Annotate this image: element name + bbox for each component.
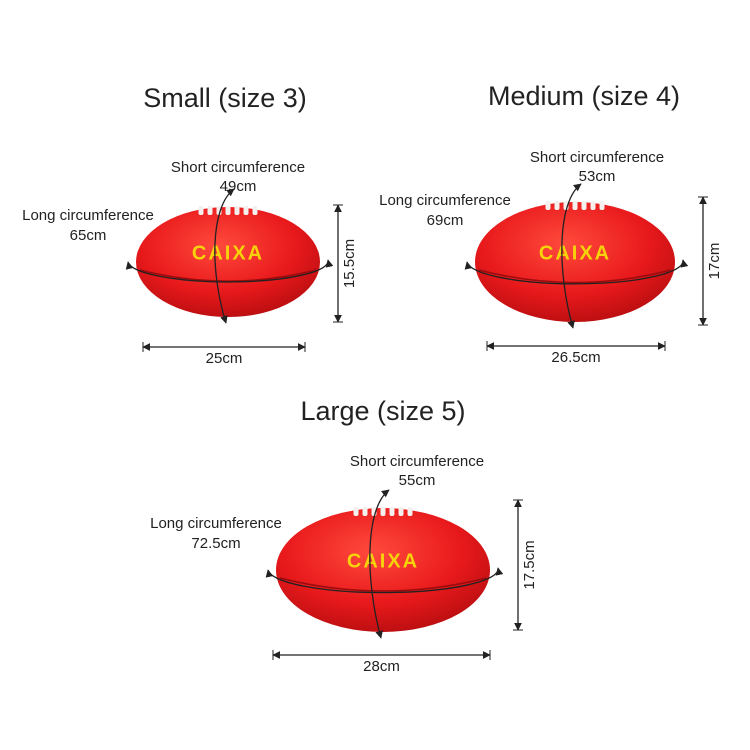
lace: [581, 201, 587, 210]
lace: [198, 206, 204, 215]
short-value: 55cm: [399, 472, 436, 489]
short-label: Short circumference: [171, 159, 305, 176]
lace: [243, 206, 249, 215]
lace: [545, 201, 551, 210]
width-label: 28cm: [363, 658, 400, 675]
lace: [572, 201, 578, 210]
lace: [252, 206, 258, 215]
short-arrow: [561, 183, 582, 329]
brand-logo: CAIXA: [539, 242, 611, 264]
short-arrow: [214, 188, 235, 324]
long-value: 72.5cm: [191, 535, 240, 552]
lace: [225, 206, 231, 215]
long-label: Long circumference: [22, 207, 154, 224]
height-label: 15.5cm: [341, 239, 358, 288]
lace: [407, 507, 413, 516]
long-value: 65cm: [70, 227, 107, 244]
long-label: Long circumference: [379, 192, 511, 209]
short-label: Short circumference: [530, 149, 664, 166]
brand-logo: CAIXA: [347, 550, 419, 572]
width-label: 26.5cm: [551, 349, 600, 366]
lace: [389, 507, 395, 516]
lace: [554, 201, 560, 210]
lace: [380, 507, 386, 516]
lace: [353, 507, 359, 516]
long-label: Long circumference: [150, 515, 282, 532]
short-label: Short circumference: [350, 453, 484, 470]
size-title: Medium (size 4): [488, 81, 680, 111]
long-value: 69cm: [427, 212, 464, 229]
size-title: Small (size 3): [143, 83, 307, 113]
lace: [398, 507, 404, 516]
short-value: 53cm: [579, 168, 616, 185]
height-label: 17.5cm: [521, 540, 538, 589]
short-arrow: [369, 489, 390, 639]
short-value: 49cm: [220, 178, 257, 195]
height-label: 17cm: [706, 243, 723, 280]
size-title: Large (size 5): [300, 396, 465, 426]
lace: [590, 201, 596, 210]
brand-logo: CAIXA: [192, 242, 264, 264]
lace: [362, 507, 368, 516]
lace: [234, 206, 240, 215]
lace: [599, 201, 605, 210]
lace: [207, 206, 213, 215]
width-label: 25cm: [206, 350, 243, 367]
